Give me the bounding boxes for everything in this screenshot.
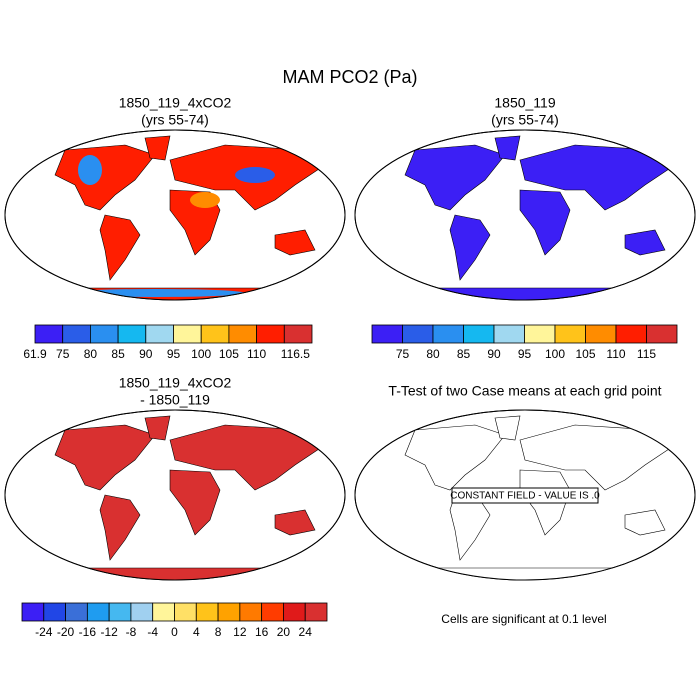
colorbar-label: 100 [545, 347, 565, 361]
colorbar-box [402, 324, 434, 344]
colorbar-box [432, 324, 464, 344]
colorbar-box [173, 324, 202, 344]
colorbar-label: -12 [100, 625, 118, 639]
colorbar-box [615, 324, 647, 344]
colorbar-label: 20 [277, 625, 291, 639]
colorbar-label: 110 [606, 347, 625, 361]
figure-title: MAM PCO2 (Pa) [282, 67, 417, 87]
panel-title: 1850_119_4xCO2 [119, 375, 232, 391]
colorbar-label: 8 [215, 625, 222, 639]
colorbar-label: -8 [126, 625, 137, 639]
colorbar-label: 95 [518, 347, 532, 361]
colorbar-box [217, 602, 241, 622]
colorbar-label: 4 [193, 625, 200, 639]
colorbar-label: 85 [457, 347, 471, 361]
colorbar-label: 95 [167, 347, 181, 361]
colorbar-box [34, 324, 64, 344]
colorbar-label: -24 [35, 625, 53, 639]
colorbars: 61.9 75 80 85 90 95 100 105 110 116.5 75 80 85 90 95 10… [21, 324, 678, 639]
colorbar-label: 75 [396, 347, 410, 361]
colorbar-label: 80 [84, 347, 98, 361]
colorbar-box [152, 602, 175, 622]
colorbar-label: -4 [147, 625, 158, 639]
annotation-box [451, 487, 599, 504]
panel-title: 1850_119 [494, 95, 555, 111]
colorbar-label: 90 [139, 347, 153, 361]
colorbar-label: 24 [299, 625, 313, 639]
colorbar-label: 16 [255, 625, 269, 639]
map [4, 129, 346, 301]
colorbar-label: -16 [79, 625, 97, 639]
colorbar-label: 116.5 [281, 347, 310, 361]
colorbar-label: 90 [487, 347, 501, 361]
colorbar-box [228, 324, 257, 344]
map [4, 409, 346, 581]
colorbar-box [283, 602, 306, 622]
colorbar-box [65, 602, 88, 622]
colorbar-box [195, 602, 219, 622]
colorbar-box [585, 324, 617, 344]
colorbar-box [371, 324, 403, 344]
annotation: CONSTANT FIELD - VALUE IS .0 [450, 491, 600, 502]
colorbar-box [21, 602, 45, 622]
colorbar-label: 105 [575, 347, 595, 361]
colorbar-box [239, 602, 263, 622]
panel-title: 1850_119_4xCO2 [119, 95, 232, 111]
colorbar-box [130, 602, 154, 622]
footnote: Cells are significant at 0.1 level [441, 612, 606, 626]
colorbar-box [117, 324, 147, 344]
colorbar-box [174, 602, 197, 622]
panel-subtitle: (yrs 55-74) [141, 112, 209, 128]
colorbar-label: 12 [233, 625, 247, 639]
colorbar-box [493, 324, 525, 344]
panel-subtitle: - 1850_119 [140, 392, 210, 408]
colorbar-box [62, 324, 91, 344]
colorbar-label: 0 [171, 625, 178, 639]
colorbar-box [200, 324, 230, 344]
colorbar-label: 110 [247, 347, 266, 361]
colorbar-label: -20 [57, 625, 75, 639]
colorbar-box [304, 602, 328, 622]
colorbar-box [261, 602, 284, 622]
colorbar-label: 85 [111, 347, 125, 361]
colorbar-box [646, 324, 678, 344]
colorbar-box [256, 324, 285, 344]
colorbar-box [283, 324, 313, 344]
colorbar-label: 75 [56, 347, 70, 361]
colorbar-box [43, 602, 66, 622]
colorbar-label: 100 [191, 347, 211, 361]
colorbar-label: 80 [426, 347, 440, 361]
colorbar-label: 115 [637, 347, 656, 361]
colorbar-box [108, 602, 132, 622]
map [354, 129, 696, 301]
colorbar-box [86, 602, 110, 622]
colorbar-box [463, 324, 495, 344]
panel-subtitle: (yrs 55-74) [491, 112, 559, 128]
panel-title: T-Test of two Case means at each grid po… [388, 383, 661, 399]
colorbar-box [554, 324, 586, 344]
colorbar-box [145, 324, 174, 344]
colorbar-label: 61.9 [23, 347, 47, 361]
colorbar-box [524, 324, 556, 344]
colorbar-box [90, 324, 119, 344]
colorbar-label: 105 [219, 347, 239, 361]
